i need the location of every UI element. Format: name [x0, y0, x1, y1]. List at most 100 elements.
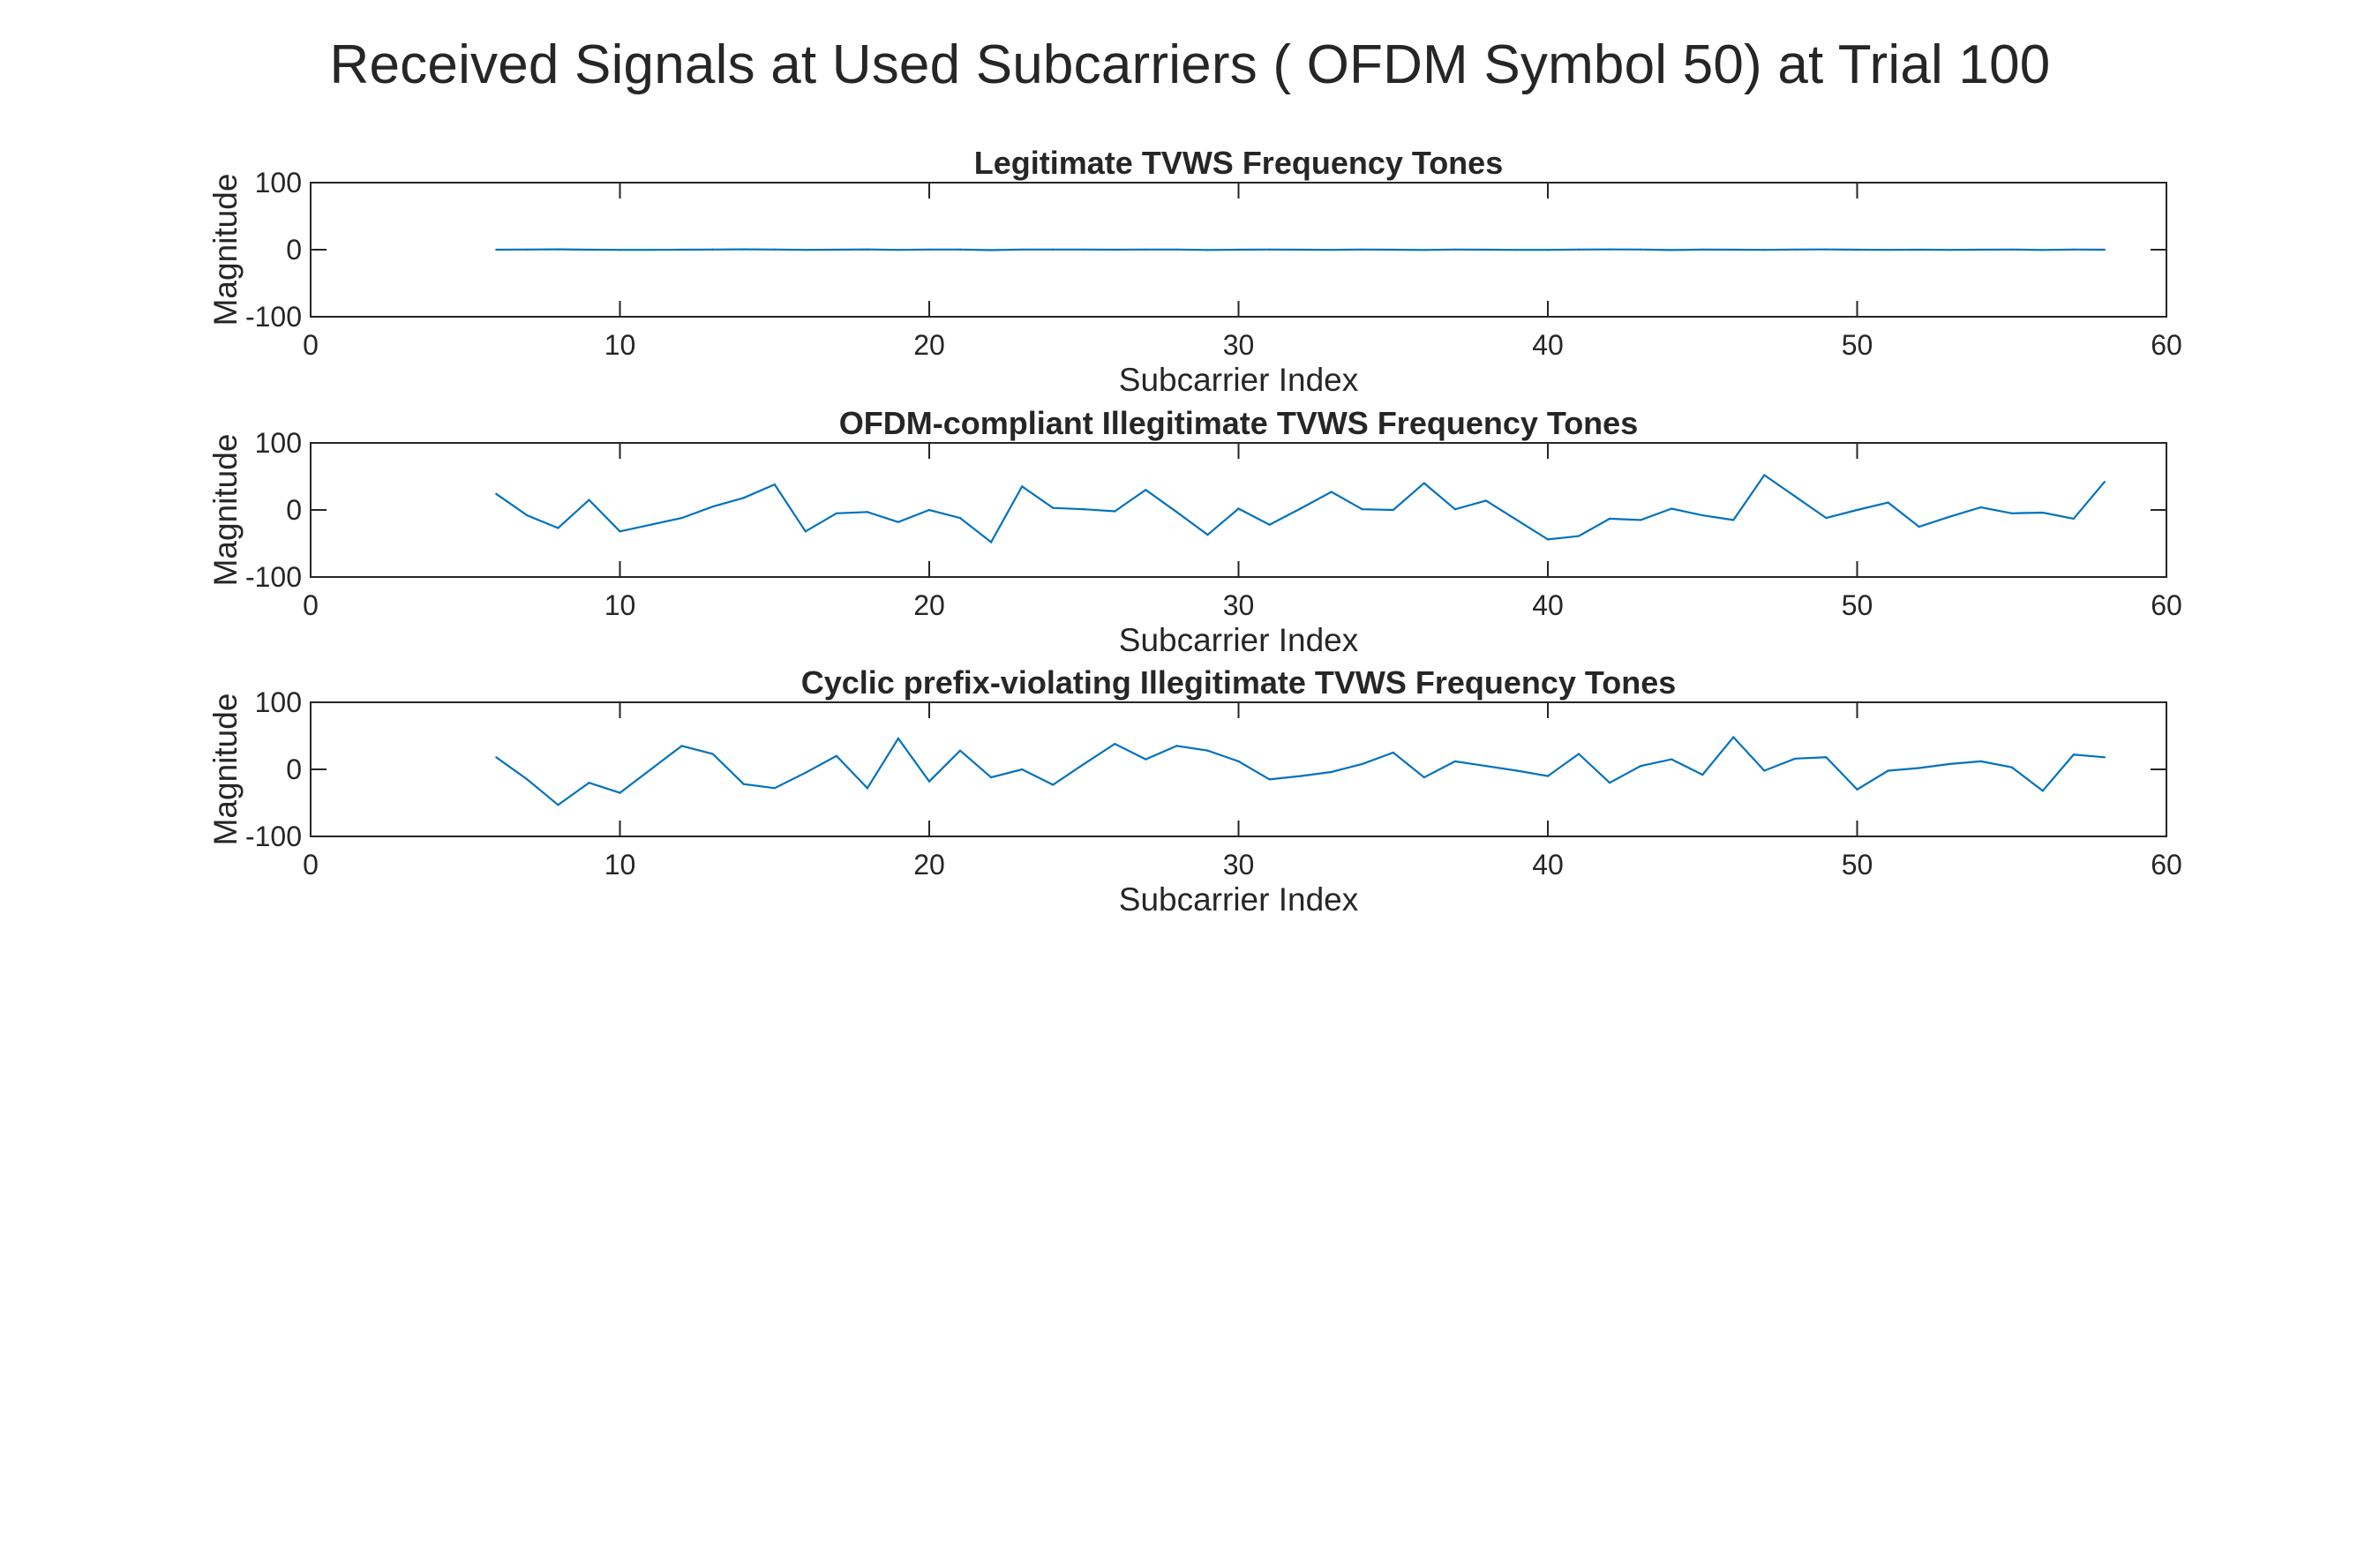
data-point	[680, 248, 683, 251]
data-point	[495, 492, 498, 495]
data-point	[1887, 249, 1889, 251]
data-point	[1515, 769, 1519, 772]
data-point	[1361, 762, 1363, 766]
data-point	[1175, 248, 1178, 251]
y-tick-label: 0	[286, 234, 302, 266]
data-point	[2103, 480, 2106, 483]
subplot-title: OFDM-compliant Illegitimate TVWS Frequen…	[839, 405, 1638, 441]
y-tick-label: 100	[255, 427, 302, 459]
data-point	[649, 523, 652, 526]
data-point	[711, 506, 714, 508]
data-point	[1484, 765, 1487, 768]
data-point	[2041, 249, 2044, 251]
x-tick-label: 50	[1842, 329, 1873, 361]
data-point	[1299, 775, 1302, 777]
data-point	[2010, 512, 2013, 514]
data-point	[1268, 523, 1271, 526]
x-axis-label: Subcarrier Index	[1119, 362, 1359, 398]
data-point	[1052, 248, 1055, 251]
data-point	[1114, 248, 1116, 251]
data-point	[1145, 489, 1147, 491]
x-tick-label: 0	[303, 329, 319, 361]
data-point	[1206, 749, 1209, 752]
data-point	[958, 749, 962, 752]
data-point	[742, 248, 745, 251]
axes-box	[310, 442, 2167, 578]
data-point	[1299, 507, 1302, 510]
data-point	[742, 783, 745, 785]
data-point	[866, 511, 869, 513]
data-point	[557, 527, 559, 529]
data-point	[711, 248, 714, 251]
data-point	[1979, 506, 1982, 509]
x-tick-label: 40	[1532, 329, 1564, 361]
data-point	[1701, 248, 1704, 251]
data-point	[1577, 248, 1580, 251]
data-point	[1825, 756, 1828, 759]
data-point	[1701, 773, 1704, 776]
data-point	[2103, 248, 2106, 251]
x-axis-label: Subcarrier Index	[1119, 881, 1359, 918]
data-point	[866, 787, 869, 790]
axes-box	[310, 701, 2167, 837]
figure-title: Received Signals at Used Subcarriers ( O…	[329, 34, 2051, 95]
data-point	[1114, 743, 1116, 746]
data-point	[1825, 248, 1828, 251]
data-point	[619, 249, 621, 251]
data-point	[2010, 766, 2013, 768]
data-point	[1299, 248, 1302, 251]
y-axis-label: Magnitude	[207, 693, 244, 846]
data-point	[1330, 491, 1333, 493]
y-tick-label: 100	[255, 686, 302, 718]
x-tick-label: 30	[1223, 329, 1255, 361]
data-point	[588, 498, 590, 501]
data-point	[1515, 249, 1519, 251]
data-point	[1484, 499, 1487, 502]
x-tick-label: 20	[913, 329, 945, 361]
data-point	[897, 737, 900, 740]
subplot-title: Legitimate TVWS Frequency Tones	[974, 145, 1503, 181]
data-point	[1918, 525, 1920, 528]
x-tick-label: 40	[1532, 849, 1564, 881]
data-point	[1268, 248, 1271, 251]
data-point	[1484, 248, 1487, 251]
series-line	[495, 735, 2105, 806]
data-point	[773, 248, 776, 251]
data-point	[1609, 517, 1611, 520]
data-point	[1083, 508, 1085, 511]
data-point	[1794, 495, 1797, 498]
subplot-title: Cyclic prefix-violating Illegitimate TVW…	[801, 664, 1677, 701]
x-tick-label: 40	[1532, 589, 1564, 621]
y-tick-label: -100	[245, 301, 302, 333]
data-point	[1330, 249, 1333, 251]
x-tick-label: 60	[2151, 849, 2182, 881]
data-point	[835, 512, 837, 514]
data-point	[1887, 769, 1889, 772]
data-point	[2103, 756, 2106, 759]
data-point	[1021, 248, 1024, 251]
x-tick-label: 50	[1842, 589, 1873, 621]
data-point	[804, 249, 807, 251]
data-point	[1640, 248, 1642, 251]
data-point	[1021, 485, 1024, 488]
data-point	[1237, 760, 1240, 762]
data-point	[742, 497, 745, 499]
data-point	[1175, 745, 1178, 747]
data-point	[1114, 510, 1116, 513]
data-point	[1361, 508, 1363, 511]
data-point	[1237, 248, 1240, 251]
data-point	[773, 787, 776, 790]
data-point	[1671, 758, 1673, 761]
data-point	[1763, 249, 1766, 251]
data-point	[1052, 506, 1055, 509]
data-point	[526, 248, 529, 251]
data-point	[804, 771, 807, 774]
data-point	[1856, 508, 1858, 512]
data-point	[526, 778, 529, 781]
x-tick-label: 50	[1842, 849, 1873, 881]
data-point	[2010, 248, 2013, 251]
data-point	[1948, 249, 1951, 251]
